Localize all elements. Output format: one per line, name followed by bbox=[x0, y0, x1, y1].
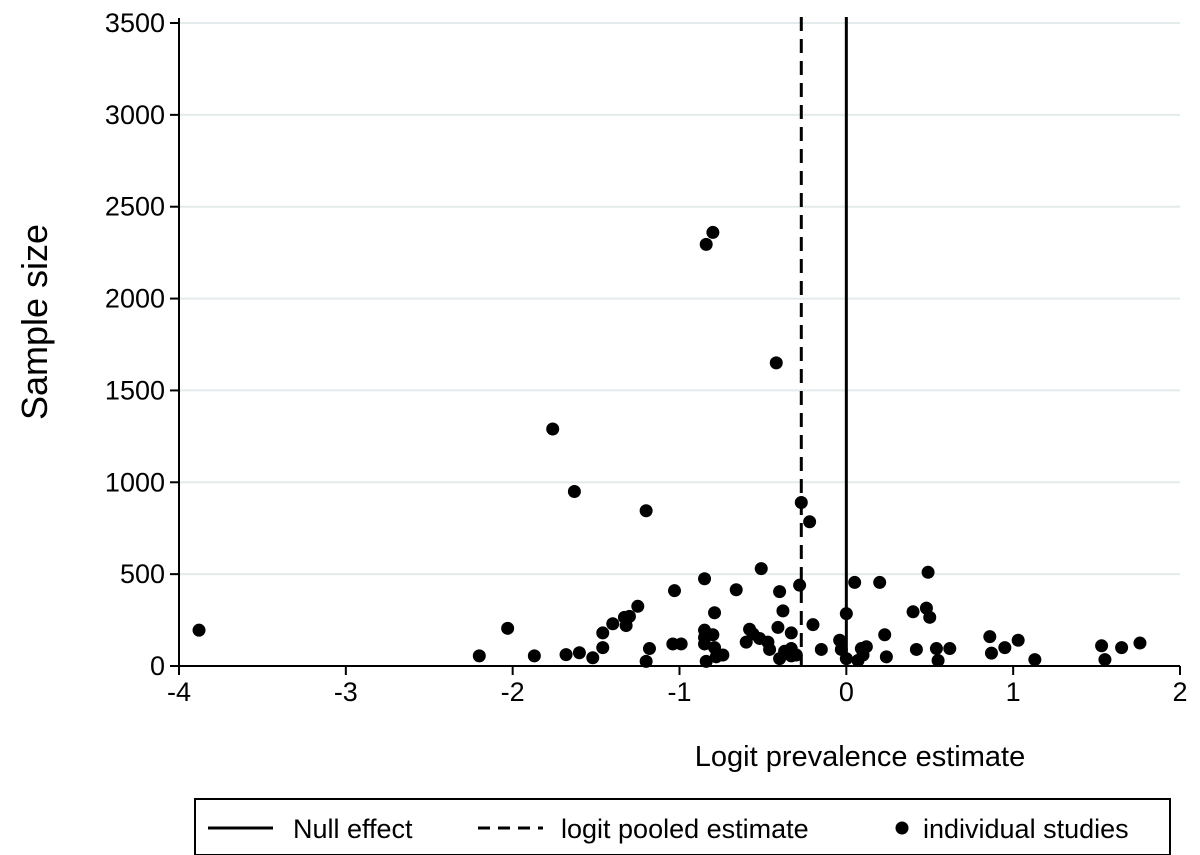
study-point bbox=[698, 572, 712, 586]
study-point bbox=[923, 610, 937, 624]
study-point bbox=[859, 640, 873, 654]
study-point bbox=[699, 237, 713, 251]
study-point bbox=[998, 641, 1012, 655]
study-point bbox=[559, 648, 573, 662]
study-point bbox=[546, 422, 560, 436]
study-point bbox=[789, 648, 803, 662]
y-tick-label: 3000 bbox=[105, 100, 165, 130]
study-point bbox=[674, 637, 688, 651]
study-point bbox=[698, 637, 712, 651]
x-axis-title: Logit prevalence estimate bbox=[695, 741, 1025, 773]
study-point bbox=[803, 515, 817, 529]
study-point bbox=[1133, 636, 1147, 650]
study-point bbox=[639, 654, 653, 668]
study-point bbox=[716, 648, 730, 662]
study-point bbox=[906, 605, 920, 619]
study-point bbox=[793, 578, 807, 592]
x-tick-label: -2 bbox=[501, 677, 525, 707]
study-point bbox=[909, 642, 923, 656]
study-point bbox=[606, 617, 620, 631]
legend-pooled-estimate-label: logit pooled estimate bbox=[561, 814, 809, 844]
study-point bbox=[1115, 641, 1129, 655]
study-point bbox=[699, 654, 713, 668]
study-point bbox=[1095, 639, 1109, 653]
study-point bbox=[708, 606, 722, 620]
study-point bbox=[1011, 633, 1025, 647]
study-point bbox=[839, 607, 853, 621]
y-axis-ticks: 0 500 1000 1500 2000 2500 3000 3500 bbox=[105, 8, 179, 681]
study-point bbox=[784, 626, 798, 640]
study-point bbox=[879, 650, 893, 664]
study-point bbox=[596, 626, 610, 640]
data-points bbox=[192, 225, 1147, 668]
legend-null-effect-label: Null effect bbox=[293, 814, 413, 844]
y-tick-label: 0 bbox=[150, 651, 165, 681]
study-point bbox=[572, 646, 586, 660]
study-point bbox=[814, 642, 828, 656]
x-tick-label: 2 bbox=[1172, 677, 1187, 707]
study-point bbox=[472, 649, 486, 663]
study-point bbox=[794, 495, 808, 509]
study-point bbox=[806, 618, 820, 632]
y-tick-label: 500 bbox=[120, 559, 165, 589]
y-tick-label: 1000 bbox=[105, 467, 165, 497]
study-point bbox=[754, 562, 768, 576]
study-point bbox=[639, 504, 653, 518]
study-point bbox=[729, 583, 743, 597]
study-point bbox=[983, 630, 997, 644]
y-tick-label: 3500 bbox=[105, 8, 165, 38]
study-point bbox=[527, 649, 541, 663]
study-point bbox=[839, 652, 853, 666]
study-point bbox=[929, 642, 943, 656]
study-point bbox=[848, 575, 862, 589]
study-point bbox=[706, 628, 720, 642]
study-point bbox=[596, 641, 610, 655]
study-point bbox=[642, 642, 656, 656]
study-point bbox=[567, 484, 581, 498]
gridlines bbox=[179, 22, 1180, 576]
study-point bbox=[931, 653, 945, 667]
x-tick-label: -3 bbox=[334, 677, 358, 707]
study-point bbox=[586, 651, 600, 665]
study-point bbox=[873, 575, 887, 589]
study-point bbox=[622, 609, 636, 623]
x-tick-label: -4 bbox=[167, 677, 191, 707]
x-tick-label: 0 bbox=[839, 677, 854, 707]
legend-studies-swatch bbox=[895, 821, 909, 835]
study-point bbox=[769, 356, 783, 370]
study-point bbox=[763, 642, 777, 656]
legend-studies-label: individual studies bbox=[923, 814, 1129, 844]
x-axis-ticks: -4 -3 -2 -1 0 1 2 bbox=[167, 666, 1188, 707]
study-point bbox=[1028, 653, 1042, 667]
y-axis-title: Sample size bbox=[14, 224, 55, 420]
study-point bbox=[984, 646, 998, 660]
legend-box bbox=[194, 798, 1171, 855]
study-point bbox=[501, 621, 515, 635]
study-point bbox=[878, 628, 892, 642]
y-tick-label: 2500 bbox=[105, 192, 165, 222]
study-point bbox=[773, 585, 787, 599]
study-point bbox=[771, 620, 785, 634]
study-point bbox=[943, 642, 957, 656]
study-point bbox=[776, 604, 790, 618]
x-tick-label: 1 bbox=[1006, 677, 1021, 707]
y-tick-label: 1500 bbox=[105, 375, 165, 405]
study-point bbox=[706, 225, 720, 239]
reference-lines bbox=[799, 17, 848, 666]
legend: Null effect logit pooled estimate indivi… bbox=[194, 798, 1171, 855]
study-point bbox=[192, 623, 206, 637]
study-point bbox=[1098, 653, 1112, 667]
study-point bbox=[921, 565, 935, 579]
x-tick-label: -1 bbox=[667, 677, 691, 707]
study-point bbox=[631, 599, 645, 613]
y-tick-label: 2000 bbox=[105, 284, 165, 314]
study-point bbox=[667, 584, 681, 598]
